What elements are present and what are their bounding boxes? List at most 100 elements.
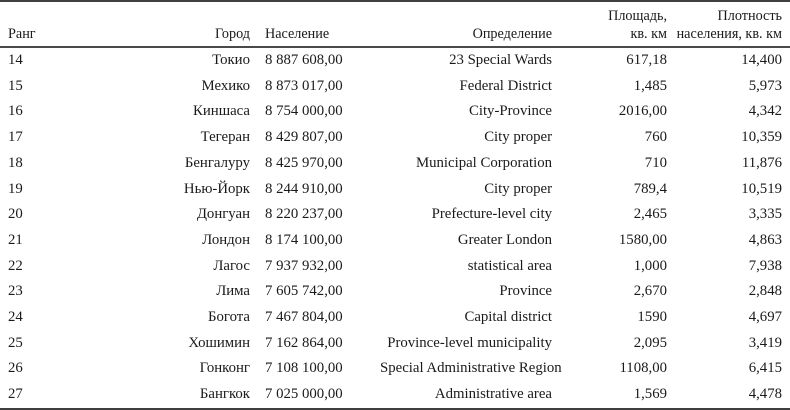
table-row[interactable]: 17 Тегеран 8 429 807,00 City proper 760 10,35… [0,125,790,151]
table-cell-city: Лагос [213,257,250,274]
table-cell-definition: 23 Special Wards [449,52,552,68]
column-header-area-line2: кв. км [630,25,667,42]
column-header-density-line1: Плотность [717,7,782,24]
table-row[interactable]: 19 Нью-Йорк 8 244 910,00 City proper 789,4 10… [0,177,790,203]
table-cell-population: 7 162 864,00 [265,334,343,351]
table-cell-density: 4,697 [748,309,782,326]
table-cell-population: 7 467 804,00 [265,309,343,326]
table-row[interactable]: 14 Токио 8 887 608,00 23 Special Wards 617,1… [0,47,790,74]
table-cell-area: 1590 [637,309,667,326]
table-cell-density: 5,973 [748,77,782,94]
table-cell-rank: 25 [8,334,23,351]
table-cell-city: Донгуан [196,206,250,223]
table-cell-area: 2,670 [633,283,667,300]
table-cell-rank: 26 [8,360,23,377]
table-cell-area: 1,000 [633,257,667,274]
table-cell-city: Тегеран [200,129,250,146]
table-cell-city: Лондон [202,231,250,248]
table-cell-density: 11,876 [741,154,782,171]
table-cell-definition: City-Province [468,103,552,120]
table-cell-area: 617,18 [626,52,667,68]
table-cell-definition: City proper [484,180,552,197]
table-cell-area: 2016,00 [618,103,667,120]
table-cell-population: 8 244 910,00 [265,180,343,197]
table-cell-area: 2,095 [633,334,667,351]
table-cell-rank: 18 [8,154,23,171]
table-cell-density: 10,519 [741,180,782,197]
table-header-row: Ранг Город Население Определение Площадь… [0,4,790,48]
table-cell-density: 6,415 [748,360,782,377]
table-cell-rank: 22 [8,257,23,274]
table-row[interactable]: 16 Киншаса 8 754 000,00 City-Province 2016,0… [0,99,790,125]
table-cell-city: Нью-Йорк [183,180,250,197]
table-cell-rank: 20 [8,206,23,223]
table-cell-definition: City proper [484,129,552,146]
column-header-population[interactable]: Население [250,4,380,48]
table-cell-density: 4,863 [748,231,782,248]
table-cell-density: 2,848 [748,283,782,300]
table-cell-area: 1,569 [552,382,668,410]
table-cell-area: 1108,00 [619,360,667,377]
table-cell-definition: Special Administrative Region [380,360,562,377]
column-header-area-line1: Площадь, [608,7,667,24]
table-cell-population: 8 425 970,00 [265,154,343,171]
table-cell-density: 3,419 [748,334,782,351]
table-cell-definition: Capital district [464,309,552,326]
table-cell-area: 1580,00 [618,231,667,248]
table-cell-population: 7 025 000,00 [250,382,380,410]
table-cell-definition: statistical area [467,257,552,274]
table-cell-rank: 27 [0,382,132,410]
table-row[interactable]: 25 Хошимин 7 162 864,00 Province-level muni… [0,331,790,357]
table-head: Ранг Город Население Определение Площадь… [0,0,790,48]
table-row[interactable]: 23 Лима 7 605 742,00 Province 2,670 2,848 [0,279,790,305]
table-cell-density: 7,938 [748,257,782,274]
column-header-density[interactable]: Плотность населения, кв. км [668,4,790,48]
column-header-density-line2: населения, кв. км [676,25,782,42]
table-cell-city: Хошимин [188,334,250,351]
table-cell-definition: Greater London [457,231,552,248]
table-row[interactable]: 20 Донгуан 8 220 237,00 Prefecture-level ci… [0,202,790,228]
table-cell-rank: 15 [8,77,23,94]
table-row[interactable]: 15 Мехико 8 873 017,00 Federal District 1,48… [0,74,790,100]
table-cell-area: 760 [644,129,667,146]
table-cell-rank: 23 [8,283,23,300]
table-cell-definition: Administrative area [380,382,552,410]
table-cell-population: 7 108 100,00 [265,360,343,377]
table-cell-city: Токио [212,52,250,68]
column-header-rank[interactable]: Ранг [0,4,132,48]
table-cell-city: Богота [207,309,250,326]
table-top-rule [0,0,790,4]
table-row[interactable]: 22 Лагос 7 937 932,00 statistical area 1,000… [0,254,790,280]
table-cell-city: Лима [216,283,250,300]
table-row[interactable]: 27 Бангкок 7 025 000,00 Administrative area… [0,382,790,410]
table-cell-population: 8 887 608,00 [265,52,343,68]
table-cell-definition: Province-level municipality [387,334,552,351]
table-row[interactable]: 26 Гонконг 7 108 100,00 Special Administrat… [0,356,790,382]
table-cell-city: Гонконг [199,360,250,377]
table-cell-area: 710 [644,154,667,171]
column-header-area[interactable]: Площадь, кв. км [552,4,668,48]
table-row[interactable]: 18 Бенгалуру 8 425 970,00 Municipal Corpora… [0,151,790,177]
table-cell-population: 8 429 807,00 [265,129,343,146]
table-cell-population: 8 174 100,00 [265,231,343,248]
table-cell-rank: 16 [8,103,23,120]
table-cell-density: 4,342 [748,103,782,120]
table-cell-population: 7 605 742,00 [265,283,343,300]
table-cell-city: Киншаса [193,103,250,120]
table-cell-definition: Prefecture-level city [431,206,552,223]
table-cell-area: 789,4 [633,180,667,197]
table-cell-population: 8 220 237,00 [265,206,343,223]
table-cell-rank: 24 [8,309,23,326]
table-row[interactable]: 24 Богота 7 467 804,00 Capital district 1590… [0,305,790,331]
table-cell-definition: Federal District [459,77,552,94]
column-header-city[interactable]: Город [132,4,250,48]
table-cell-rank: 19 [8,180,23,197]
table-cell-density: 14,400 [741,52,782,68]
table-cell-population: 8 754 000,00 [265,103,343,120]
table-row[interactable]: 21 Лондон 8 174 100,00 Greater London 1580,0… [0,228,790,254]
table-cell-density: 10,359 [741,129,782,146]
column-header-definition[interactable]: Определение [380,4,552,48]
table-cell-rank: 14 [8,52,23,68]
